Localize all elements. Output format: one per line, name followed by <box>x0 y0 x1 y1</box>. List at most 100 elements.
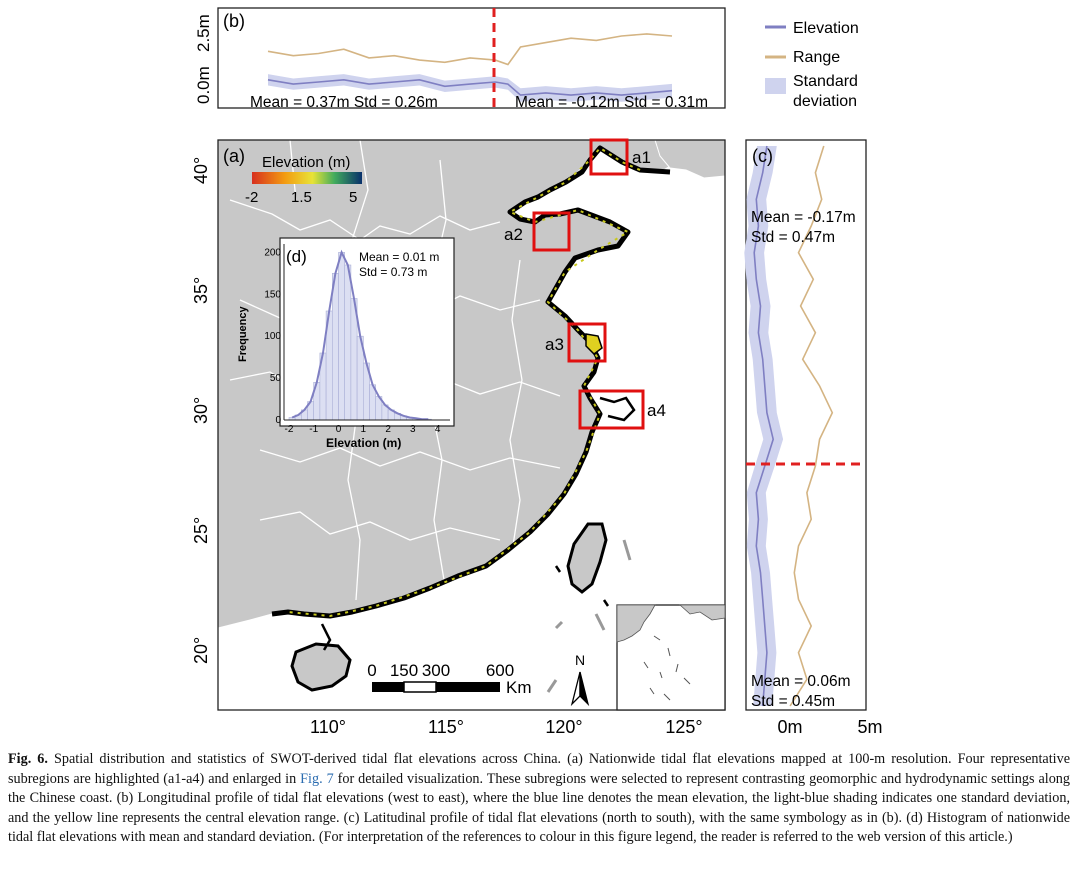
scale-tick-300: 300 <box>422 661 450 680</box>
lat-axis: 40° 35° 30° 25° 20° <box>191 157 211 664</box>
panel-d-bar <box>338 252 345 421</box>
caption-label: Fig. 6. <box>8 751 48 767</box>
panel-b-range-line <box>267 33 673 66</box>
map-frame <box>217 139 726 711</box>
map-coastline-flats <box>287 146 641 618</box>
panel-d-ylabel: Frequency <box>237 305 249 362</box>
scale-tick-0: 0 <box>367 661 376 680</box>
panel-d-xtick: -2 <box>285 424 294 435</box>
colorbar-tick-min: -2 <box>245 189 258 206</box>
figure-6: (b) 0.0m 2.5m Mean = 0.37m Std = 0.26m M… <box>191 7 883 737</box>
panel-c: (c) Mean = -0.17m Std = 0.47m Mean = 0.0… <box>744 139 883 737</box>
scale-seg-2 <box>403 681 437 693</box>
panel-c-elevation-line <box>753 145 775 707</box>
map-scs-dashes <box>546 539 632 693</box>
panel-c-stats-north-mean: Mean = -0.17m <box>751 209 856 226</box>
panel-d: (d) Mean = 0.01 m Std = 0.73 m Frequency… <box>237 237 455 450</box>
colorbar-tick-max: 5 <box>349 189 357 206</box>
panel-d-bar <box>344 264 352 421</box>
map-land-korea <box>654 140 725 179</box>
panel-b-plot <box>267 33 673 102</box>
panel-d-stat-mean: Mean = 0.01 m <box>359 250 439 264</box>
legend-range-label: Range <box>793 49 840 66</box>
panel-d-plot: 0 50 100 150 200 -2 -1 0 1 2 3 4 <box>264 244 450 435</box>
scale-seg-3 <box>436 682 500 692</box>
panel-c-label: (c) <box>752 146 773 166</box>
inset-scs-dashes <box>643 635 691 701</box>
subregion-a3-box <box>567 322 607 363</box>
caption-fig7-link[interactable]: Fig. 7 <box>300 770 334 787</box>
subregion-a2-box <box>532 211 571 252</box>
scale-seg-1 <box>372 682 404 692</box>
panel-c-xtick-1: 5m <box>857 717 882 737</box>
panel-d-label: (d) <box>286 247 307 266</box>
panel-d-density-curve <box>291 249 429 421</box>
lat-tick-20: 20° <box>191 637 211 664</box>
lon-axis: 110° 115° 120° 125° <box>310 717 703 737</box>
scale-tick-600: 600 <box>486 661 514 680</box>
figure-caption: Fig. 6. Spatial distribution and statist… <box>8 750 1070 848</box>
scale-unit: Km <box>506 678 532 697</box>
panel-c-xtick-0: 0m <box>777 717 802 737</box>
subregion-a2-label: a2 <box>504 225 523 244</box>
panel-d-ytick: 0 <box>275 415 281 426</box>
map-islands <box>320 396 636 651</box>
panel-b-stats-east: Mean = -0.12m Std = 0.31m <box>515 94 708 111</box>
legend-std-swatch <box>765 78 786 94</box>
panel-d-xlabel: Elevation (m) <box>326 436 401 450</box>
lon-tick-115: 115° <box>428 717 464 737</box>
scale-tick-150: 150 <box>390 661 418 680</box>
panel-b-stats-west: Mean = 0.37m Std = 0.26m <box>250 94 438 111</box>
north-arrow-icon-fill <box>579 671 590 707</box>
panel-b-label: (b) <box>223 11 245 31</box>
panel-d-bar <box>331 272 339 421</box>
lat-tick-25: 25° <box>191 517 211 544</box>
inset-map <box>616 604 726 711</box>
panel-c-stats-south-mean: Mean = 0.06m <box>751 673 851 690</box>
panel-d-xtick: 0 <box>336 424 342 435</box>
subregion-a3-label: a3 <box>545 335 564 354</box>
colorbar-title: Elevation (m) <box>262 154 350 171</box>
panel-a: (a) Elevation (m) -2 1.5 5 40° 35° 30° 2… <box>191 138 726 737</box>
panel-c-stats-north-std: Std = 0.47m <box>751 229 835 246</box>
panel-c-range-line <box>789 145 834 707</box>
legend-std-label-1: Standard <box>793 73 858 90</box>
subregion-a1-box <box>589 138 629 176</box>
panel-d-ytick: 150 <box>264 289 281 300</box>
panel-b-elevation-line <box>267 78 673 96</box>
subregion-a4-label: a4 <box>647 401 666 420</box>
colorbar <box>252 172 362 184</box>
lat-tick-30: 30° <box>191 397 211 424</box>
lon-tick-125: 125° <box>665 717 702 737</box>
caption-text-2: for detailed visualization. These subreg… <box>8 770 1070 846</box>
lat-tick-35: 35° <box>191 277 211 304</box>
caption-text-1: Spatial distribution and statistics of S… <box>8 751 1071 787</box>
north-label: N <box>575 652 585 668</box>
panel-b-ytick-1: 2.5m <box>194 14 213 52</box>
subregion-a4-box <box>578 389 645 430</box>
inset-land <box>616 604 726 643</box>
legend-elevation-label: Elevation <box>793 20 859 37</box>
lon-tick-110: 110° <box>310 717 346 737</box>
panel-d-ytick: 200 <box>264 247 281 258</box>
panel-d-stat-std: Std = 0.73 m <box>359 265 427 279</box>
north-arrow: N <box>570 652 590 707</box>
scale-bar: 0 150 300 600 Km <box>367 661 531 697</box>
lat-tick-40: 40° <box>191 157 211 184</box>
map-a3-patch <box>585 333 603 355</box>
panel-b: (b) 0.0m 2.5m Mean = 0.37m Std = 0.26m M… <box>194 7 726 112</box>
panel-d-xtick: -1 <box>309 424 318 435</box>
map-land-taiwan <box>566 522 608 594</box>
panel-d-xtick: 1 <box>361 424 367 435</box>
legend: Elevation Range Standard deviation <box>765 20 859 110</box>
panel-b-ytick-0: 0.0m <box>194 66 213 104</box>
panel-d-xtick: 2 <box>385 424 391 435</box>
subregion-a1-label: a1 <box>632 148 651 167</box>
panel-d-ytick: 100 <box>264 331 281 342</box>
legend-std-label-2: deviation <box>793 93 857 110</box>
lon-tick-120: 120° <box>545 717 582 737</box>
panel-d-xtick: 3 <box>410 424 416 435</box>
panel-c-stats-south-std: Std = 0.45m <box>751 693 835 710</box>
panel-c-std-band <box>744 146 784 706</box>
colorbar-tick-mid: 1.5 <box>291 189 312 206</box>
